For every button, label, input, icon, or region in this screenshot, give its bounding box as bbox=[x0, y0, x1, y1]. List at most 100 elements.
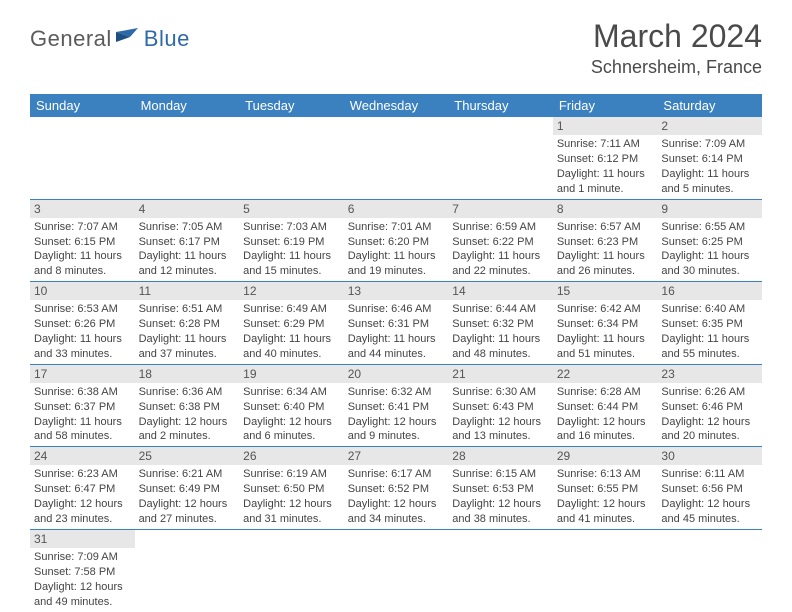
sunset-text: Sunset: 6:25 PM bbox=[661, 235, 758, 250]
day1-text: Daylight: 12 hours bbox=[452, 415, 549, 430]
day-body: Sunrise: 6:44 AMSunset: 6:32 PMDaylight:… bbox=[448, 302, 553, 363]
sunrise-text: Sunrise: 6:59 AM bbox=[452, 220, 549, 235]
dow-cell: Friday bbox=[553, 94, 658, 117]
day2-text: and 20 minutes. bbox=[661, 429, 758, 444]
sunrise-text: Sunrise: 6:46 AM bbox=[348, 302, 445, 317]
sunrise-text: Sunrise: 6:28 AM bbox=[557, 385, 654, 400]
sunset-text: Sunset: 6:37 PM bbox=[34, 400, 131, 415]
day-body: Sunrise: 6:59 AMSunset: 6:22 PMDaylight:… bbox=[448, 220, 553, 281]
day-body: Sunrise: 6:21 AMSunset: 6:49 PMDaylight:… bbox=[135, 467, 240, 528]
sunrise-text: Sunrise: 6:30 AM bbox=[452, 385, 549, 400]
empty-day-cell bbox=[344, 117, 449, 199]
day-cell: 30Sunrise: 6:11 AMSunset: 6:56 PMDayligh… bbox=[657, 447, 762, 529]
sunrise-text: Sunrise: 6:42 AM bbox=[557, 302, 654, 317]
day-number: 16 bbox=[657, 282, 762, 300]
day-body: Sunrise: 6:51 AMSunset: 6:28 PMDaylight:… bbox=[135, 302, 240, 363]
sunset-text: Sunset: 6:19 PM bbox=[243, 235, 340, 250]
week-row: 17Sunrise: 6:38 AMSunset: 6:37 PMDayligh… bbox=[30, 365, 762, 448]
day-cell: 17Sunrise: 6:38 AMSunset: 6:37 PMDayligh… bbox=[30, 365, 135, 447]
day-number: 3 bbox=[30, 200, 135, 218]
sunset-text: Sunset: 6:35 PM bbox=[661, 317, 758, 332]
sunrise-text: Sunrise: 6:44 AM bbox=[452, 302, 549, 317]
sunset-text: Sunset: 6:49 PM bbox=[139, 482, 236, 497]
day2-text: and 31 minutes. bbox=[243, 512, 340, 527]
day1-text: Daylight: 12 hours bbox=[557, 497, 654, 512]
day-number: 12 bbox=[239, 282, 344, 300]
day1-text: Daylight: 11 hours bbox=[243, 332, 340, 347]
day-cell: 15Sunrise: 6:42 AMSunset: 6:34 PMDayligh… bbox=[553, 282, 658, 364]
day-number: 5 bbox=[239, 200, 344, 218]
day1-text: Daylight: 12 hours bbox=[452, 497, 549, 512]
sunrise-text: Sunrise: 7:11 AM bbox=[557, 137, 654, 152]
day2-text: and 44 minutes. bbox=[348, 347, 445, 362]
sunset-text: Sunset: 6:12 PM bbox=[557, 152, 654, 167]
flag-icon bbox=[116, 28, 142, 51]
empty-day-cell bbox=[135, 530, 240, 612]
day1-text: Daylight: 11 hours bbox=[348, 249, 445, 264]
day2-text: and 23 minutes. bbox=[34, 512, 131, 527]
day-cell: 22Sunrise: 6:28 AMSunset: 6:44 PMDayligh… bbox=[553, 365, 658, 447]
sunrise-text: Sunrise: 6:34 AM bbox=[243, 385, 340, 400]
empty-day-cell bbox=[344, 530, 449, 612]
day1-text: Daylight: 12 hours bbox=[34, 580, 131, 595]
header: General Blue March 2024 Schnersheim, Fra… bbox=[0, 0, 792, 88]
week-row: 3Sunrise: 7:07 AMSunset: 6:15 PMDaylight… bbox=[30, 200, 762, 283]
day1-text: Daylight: 11 hours bbox=[243, 249, 340, 264]
empty-day-cell bbox=[448, 117, 553, 199]
day1-text: Daylight: 11 hours bbox=[557, 332, 654, 347]
day-cell: 9Sunrise: 6:55 AMSunset: 6:25 PMDaylight… bbox=[657, 200, 762, 282]
day-number: 11 bbox=[135, 282, 240, 300]
day-number: 27 bbox=[344, 447, 449, 465]
sunset-text: Sunset: 6:14 PM bbox=[661, 152, 758, 167]
sunrise-text: Sunrise: 7:03 AM bbox=[243, 220, 340, 235]
day-number: 20 bbox=[344, 365, 449, 383]
sunrise-text: Sunrise: 6:11 AM bbox=[661, 467, 758, 482]
sunrise-text: Sunrise: 6:38 AM bbox=[34, 385, 131, 400]
day-body: Sunrise: 6:34 AMSunset: 6:40 PMDaylight:… bbox=[239, 385, 344, 446]
day1-text: Daylight: 11 hours bbox=[661, 249, 758, 264]
sunrise-text: Sunrise: 7:05 AM bbox=[139, 220, 236, 235]
dow-row: SundayMondayTuesdayWednesdayThursdayFrid… bbox=[30, 94, 762, 117]
dow-cell: Tuesday bbox=[239, 94, 344, 117]
sunset-text: Sunset: 6:43 PM bbox=[452, 400, 549, 415]
day2-text: and 49 minutes. bbox=[34, 595, 131, 610]
day-cell: 12Sunrise: 6:49 AMSunset: 6:29 PMDayligh… bbox=[239, 282, 344, 364]
day2-text: and 5 minutes. bbox=[661, 182, 758, 197]
day1-text: Daylight: 11 hours bbox=[452, 332, 549, 347]
sunrise-text: Sunrise: 6:13 AM bbox=[557, 467, 654, 482]
day1-text: Daylight: 11 hours bbox=[557, 167, 654, 182]
day2-text: and 2 minutes. bbox=[139, 429, 236, 444]
dow-cell: Monday bbox=[135, 94, 240, 117]
day-cell: 16Sunrise: 6:40 AMSunset: 6:35 PMDayligh… bbox=[657, 282, 762, 364]
sunset-text: Sunset: 6:41 PM bbox=[348, 400, 445, 415]
day-cell: 4Sunrise: 7:05 AMSunset: 6:17 PMDaylight… bbox=[135, 200, 240, 282]
day-number: 9 bbox=[657, 200, 762, 218]
calendar: SundayMondayTuesdayWednesdayThursdayFrid… bbox=[30, 94, 762, 611]
sunrise-text: Sunrise: 6:15 AM bbox=[452, 467, 549, 482]
day-cell: 3Sunrise: 7:07 AMSunset: 6:15 PMDaylight… bbox=[30, 200, 135, 282]
day-number: 31 bbox=[30, 530, 135, 548]
sunrise-text: Sunrise: 6:49 AM bbox=[243, 302, 340, 317]
day1-text: Daylight: 12 hours bbox=[348, 415, 445, 430]
sunrise-text: Sunrise: 7:09 AM bbox=[661, 137, 758, 152]
sunrise-text: Sunrise: 6:26 AM bbox=[661, 385, 758, 400]
week-row: 31Sunrise: 7:09 AMSunset: 7:58 PMDayligh… bbox=[30, 530, 762, 612]
sunset-text: Sunset: 6:56 PM bbox=[661, 482, 758, 497]
day-cell: 24Sunrise: 6:23 AMSunset: 6:47 PMDayligh… bbox=[30, 447, 135, 529]
day-cell: 28Sunrise: 6:15 AMSunset: 6:53 PMDayligh… bbox=[448, 447, 553, 529]
day-cell: 23Sunrise: 6:26 AMSunset: 6:46 PMDayligh… bbox=[657, 365, 762, 447]
sunset-text: Sunset: 6:28 PM bbox=[139, 317, 236, 332]
day2-text: and 15 minutes. bbox=[243, 264, 340, 279]
day2-text: and 12 minutes. bbox=[139, 264, 236, 279]
day2-text: and 8 minutes. bbox=[34, 264, 131, 279]
day-body: Sunrise: 6:23 AMSunset: 6:47 PMDaylight:… bbox=[30, 467, 135, 528]
day-body: Sunrise: 6:42 AMSunset: 6:34 PMDaylight:… bbox=[553, 302, 658, 363]
month-title: March 2024 bbox=[591, 18, 762, 55]
day-cell: 14Sunrise: 6:44 AMSunset: 6:32 PMDayligh… bbox=[448, 282, 553, 364]
day-number: 22 bbox=[553, 365, 658, 383]
day-cell: 7Sunrise: 6:59 AMSunset: 6:22 PMDaylight… bbox=[448, 200, 553, 282]
day1-text: Daylight: 12 hours bbox=[34, 497, 131, 512]
sunrise-text: Sunrise: 6:57 AM bbox=[557, 220, 654, 235]
sunrise-text: Sunrise: 6:19 AM bbox=[243, 467, 340, 482]
day1-text: Daylight: 11 hours bbox=[34, 415, 131, 430]
